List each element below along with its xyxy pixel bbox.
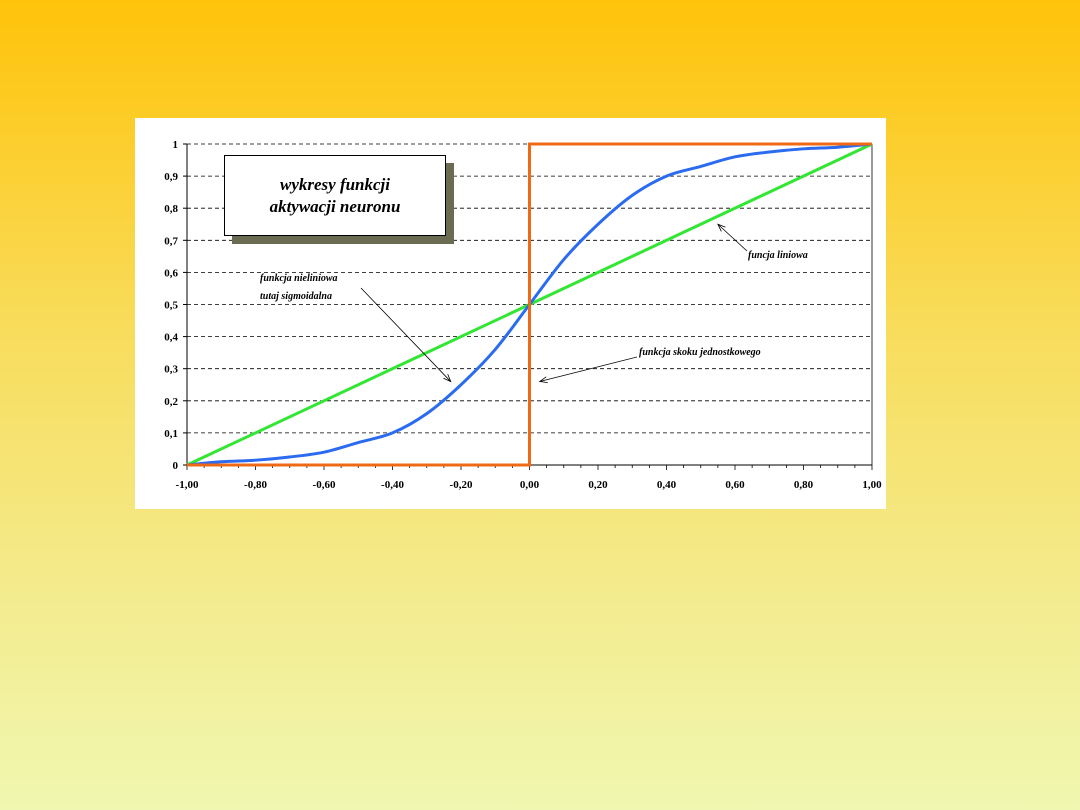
chart-title-box: wykresy funkcji aktywacji neuronu (224, 155, 446, 236)
chart-title-line-1: wykresy funkcji (279, 174, 391, 194)
y-tick-label: 0,7 (164, 235, 178, 247)
x-tick-label: 0,40 (657, 479, 677, 491)
x-tick-label: 0,80 (794, 479, 814, 491)
annotation-sigmoid-arrowhead (443, 373, 452, 383)
y-tick-label: 0,9 (164, 171, 178, 183)
x-tick-label: -0,40 (381, 479, 404, 491)
y-tick-label: 0,3 (164, 364, 178, 376)
x-tick-label: 1,00 (862, 479, 882, 491)
annotation-step-arrow (539, 356, 638, 382)
annotation-sigmoid-arrow (360, 287, 452, 382)
y-tick-label: 1 (173, 139, 179, 151)
x-tick-label: -0,20 (450, 479, 473, 491)
y-tick-label: 0,2 (164, 396, 178, 408)
y-tick-label: 0,6 (164, 267, 178, 279)
annotation-linear-arrowhead (717, 223, 726, 232)
y-tick-label: 0,5 (164, 300, 178, 312)
step-series-line (187, 142, 872, 467)
annotation-sigmoid-text: funkcja nieliniowa (260, 273, 338, 284)
y-tick-label: 0 (173, 460, 179, 472)
y-tick-label: 0,4 (164, 332, 178, 344)
chart-svg: 0 0,1 0,2 0,3 0,4 0,5 0,6 0,7 0,8 0,9 1 -1,00 -0,80 -… (164, 139, 882, 491)
x-tick-label: -1,00 (176, 479, 199, 491)
annotation-linear-text: funcja liniowa (748, 250, 808, 261)
annotation-step-arrowhead (538, 376, 548, 383)
chart-title-line-2: aktywacji neuronu (269, 196, 401, 216)
x-tick-label: 0,20 (588, 479, 608, 491)
annotation-step-text: funkcja skoku jednostkowego (639, 347, 761, 358)
y-tick-label: 0,1 (164, 428, 178, 440)
x-tick-label: 0,00 (520, 479, 540, 491)
y-tick-label: 0,8 (164, 203, 178, 215)
annotation-linear-arrow (717, 223, 748, 252)
x-tick-label: -0,60 (313, 479, 336, 491)
annotation-sigmoid-text: tutaj sigmoidalna (260, 291, 332, 302)
x-tick-label: 0,60 (725, 479, 745, 491)
x-tick-label: -0,80 (244, 479, 267, 491)
